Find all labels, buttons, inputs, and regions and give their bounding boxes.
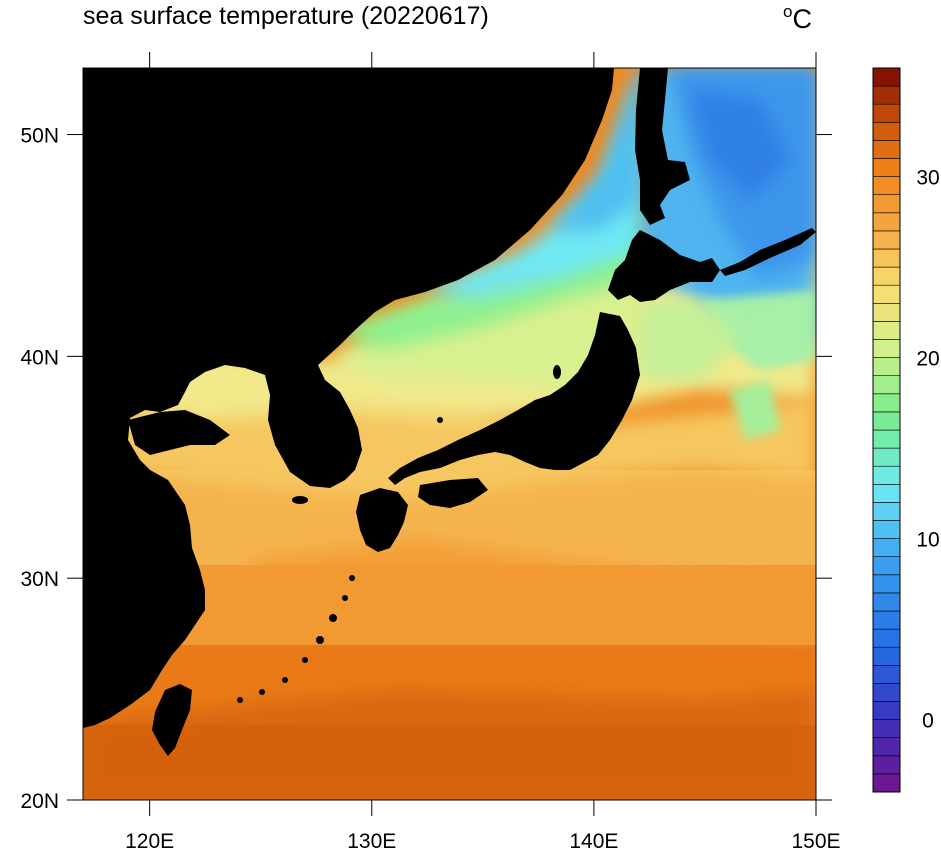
shikoku: [418, 478, 488, 508]
colorbar-segment: [872, 393, 901, 413]
lon-tick-label: 150E: [791, 830, 840, 853]
kyushu: [356, 488, 408, 552]
lat-tick-label: 30N: [20, 568, 59, 591]
colorbar-tick-label: 20: [916, 348, 939, 371]
sakhalin: [635, 68, 690, 225]
lat-tick-label: 20N: [20, 790, 59, 813]
colorbar-segment: [872, 520, 901, 539]
colorbar-segment: [872, 664, 901, 684]
colorbar-segment: [872, 574, 901, 594]
colorbar-segment: [872, 176, 901, 196]
colorbar-segment: [872, 339, 901, 358]
colorbar-segment: [872, 502, 901, 521]
map-axis-labels: 120E 130E 140E 150E 50N 40N 30N 20N: [20, 125, 840, 853]
colorbar-segment: [872, 194, 901, 214]
map-frame: [82, 67, 817, 801]
colorbar-tick-label: 10: [916, 529, 939, 552]
colorbar-segment: [872, 755, 901, 775]
colorbar-segment: [872, 67, 901, 87]
colorbar-segment: [872, 375, 901, 395]
colorbar-segment: [872, 321, 901, 340]
colorbar-segment: [872, 140, 901, 159]
lon-tick-label: 120E: [125, 830, 174, 853]
colorbar-segment: [872, 85, 901, 105]
colorbar-segment: [872, 683, 901, 702]
colorbar-segment: [872, 212, 901, 232]
lat-tick-label: 40N: [20, 346, 59, 369]
lon-tick-label: 130E: [347, 830, 396, 853]
colorbar-segment: [872, 447, 901, 467]
colorbar-frame: [872, 67, 901, 793]
colorbar-segment: [872, 646, 901, 666]
map-area: [83, 68, 816, 800]
unit-label: oC: [783, 2, 812, 34]
colorbar-tick-label: 0: [922, 710, 934, 733]
colorbar-segment: [872, 719, 901, 738]
colorbar-segment: [872, 592, 901, 612]
map-title: sea surface temperature (20220617): [83, 2, 489, 30]
colorbar-segment: [872, 230, 901, 250]
colorbar-segment: [872, 103, 901, 123]
honshu: [388, 312, 640, 485]
colorbar-segment: [872, 483, 901, 503]
lon-tick-label: 140E: [569, 830, 618, 853]
colorbar-segment: [872, 628, 901, 648]
colorbar-segment: [872, 284, 901, 304]
colorbar-segment: [872, 610, 901, 630]
lat-tick-label: 50N: [20, 125, 59, 148]
colorbar-segment: [872, 158, 901, 177]
colorbar-tick-label: 30: [916, 167, 939, 190]
colorbar: 30 20 10 0: [872, 67, 940, 793]
colorbar-segment: [872, 701, 901, 720]
hokkaido: [608, 230, 720, 302]
colorbar-segment: [872, 773, 901, 793]
colorbar-segment: [872, 538, 901, 557]
colorbar-segment: [872, 556, 901, 576]
taiwan: [152, 684, 192, 756]
map-axes: [67, 52, 832, 816]
continent-land: [83, 68, 614, 728]
colorbar-segment: [872, 122, 901, 141]
colorbar-segment: [872, 465, 901, 485]
colorbar-segment: [872, 357, 901, 377]
colorbar-segment: [872, 429, 901, 449]
land: [83, 68, 816, 756]
colorbar-segment: [872, 411, 901, 431]
colorbar-segment: [872, 737, 901, 757]
colorbar-segment: [872, 266, 901, 286]
colorbar-segment: [872, 302, 901, 322]
colorbar-segment: [872, 248, 901, 268]
